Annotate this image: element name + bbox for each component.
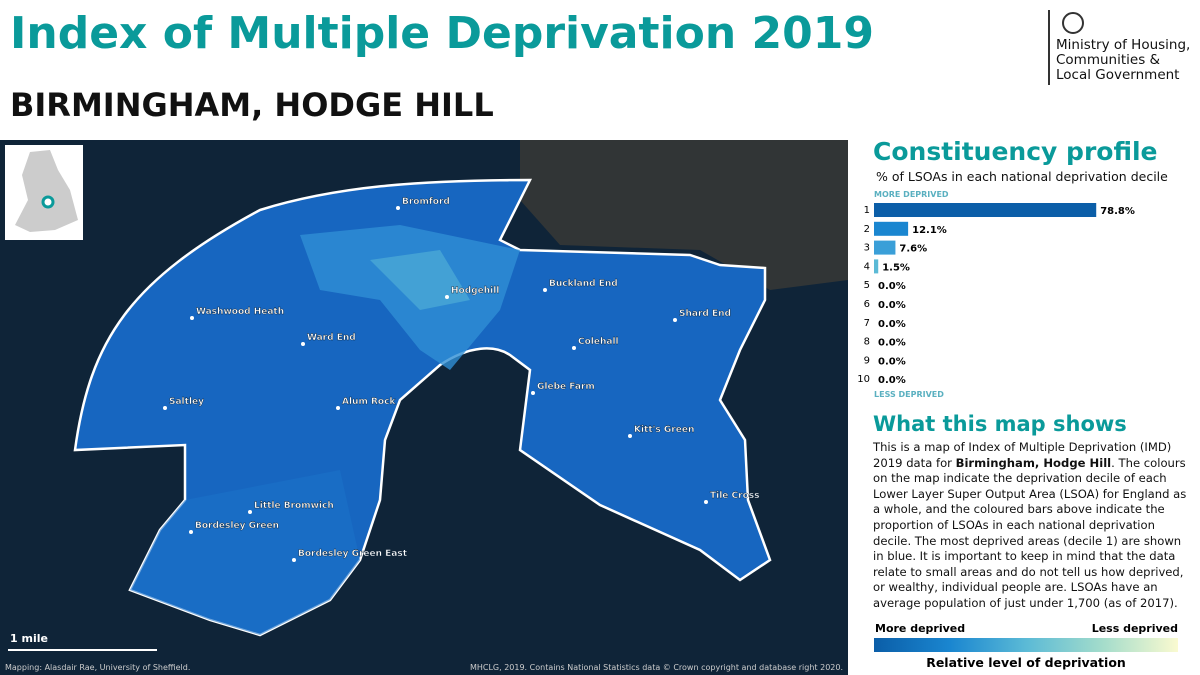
value-label: 0.0% xyxy=(878,338,906,349)
legend-caption: Relative level of deprivation xyxy=(926,655,1126,670)
title: Index of Multiple Deprivation 2019 xyxy=(10,8,874,59)
place-dot xyxy=(190,316,194,320)
place-dot xyxy=(336,406,340,410)
about-text-bold: Birmingham, Hodge Hill xyxy=(955,455,1112,470)
logo-line: Communities & xyxy=(1056,52,1161,68)
place-dot xyxy=(673,318,677,322)
place-dot xyxy=(704,500,708,504)
decile-label: 6 xyxy=(864,299,870,310)
logo-line: Ministry of Housing, xyxy=(1056,37,1191,53)
place-label: Glebe Farm xyxy=(537,382,595,392)
about-text-2: . The colours on the map indicate the de… xyxy=(873,455,1187,610)
crest xyxy=(1062,12,1084,34)
place-label: Kitt's Green xyxy=(634,425,694,435)
decile-label: 2 xyxy=(864,224,870,235)
map: Bromford Washwood Heath Hodgehill Buckland … xyxy=(0,140,848,675)
decile-label: 3 xyxy=(864,243,870,254)
bottom-label: LESS DEPRIVED xyxy=(874,390,944,399)
logo-rule xyxy=(1048,10,1050,85)
bar xyxy=(874,240,896,255)
place-dot xyxy=(292,558,296,562)
value-label: 0.0% xyxy=(878,300,906,311)
value-label: 0.0% xyxy=(878,281,906,292)
logo-text: Ministry of Housing, Communities & Local G… xyxy=(1056,38,1190,83)
decile-label: 8 xyxy=(864,337,870,348)
lsoa-decile-3 xyxy=(370,250,470,310)
place-dot xyxy=(543,288,547,292)
decile-label: 9 xyxy=(864,355,870,366)
inset-marker xyxy=(41,195,55,209)
place-label: Colehall xyxy=(578,337,619,347)
place-label: Shard End xyxy=(679,309,731,319)
value-label: 1.5% xyxy=(882,262,910,273)
place-dot xyxy=(396,206,400,210)
legend-left: More deprived xyxy=(875,622,966,635)
decile-label: 4 xyxy=(864,261,870,272)
place-label: Ward End xyxy=(307,333,356,343)
top-label: MORE DEPRIVED xyxy=(874,190,949,199)
legend-right: Less deprived xyxy=(1091,622,1178,635)
place-dot xyxy=(248,510,252,514)
place-dot xyxy=(301,342,305,346)
value-label: 78.8% xyxy=(1100,206,1135,217)
about-title: What this map shows xyxy=(873,412,1127,436)
value-label: 0.0% xyxy=(878,319,906,330)
profile-subtitle: % of LSOAs in each national deprivation … xyxy=(876,169,1168,184)
place-label: Hodgehill xyxy=(451,286,499,296)
credit-right: MHCLG, 2019. Contains National Statistic… xyxy=(470,663,843,672)
decile-label: 5 xyxy=(864,280,870,291)
place-dot xyxy=(628,434,632,438)
place-label: Tile Cross xyxy=(710,491,760,501)
place-label: Bordesley Green East xyxy=(298,549,408,559)
place-dot xyxy=(163,406,167,410)
bar xyxy=(874,221,909,236)
about-text-1: This is a map of Index of Multiple Depri… xyxy=(873,440,1172,470)
place-label: Bordesley Green xyxy=(195,521,279,531)
decile-label: 10 xyxy=(857,374,870,385)
logo-line: Local Government xyxy=(1056,67,1180,83)
legend-gradient xyxy=(874,638,1178,652)
credit-left: Mapping: Alasdair Rae, University of She… xyxy=(5,663,190,672)
place-label: Buckland End xyxy=(549,279,618,289)
place-label: Washwood Heath xyxy=(196,307,284,317)
value-label: 12.1% xyxy=(912,225,947,236)
place-dot xyxy=(531,391,535,395)
place-dot xyxy=(572,346,576,350)
scale-label: 1 mile xyxy=(10,632,48,645)
subtitle: BIRMINGHAM, HODGE HILL xyxy=(10,86,494,124)
profile-title: Constituency profile xyxy=(873,137,1158,166)
value-label: 7.6% xyxy=(899,244,927,255)
decile-label: 7 xyxy=(864,318,870,329)
value-label: 0.0% xyxy=(878,375,906,386)
place-dot xyxy=(445,295,449,299)
bar xyxy=(874,203,1097,217)
place-label: Little Bromwich xyxy=(254,501,334,511)
inset-england xyxy=(15,150,78,232)
profile-chart: 1 78.8% 2 12.1% 3 7.6% 4 1.5% 5 0.0% 6 0.0% 7 0.0% 8 0.… xyxy=(857,203,1135,386)
place-dot xyxy=(189,530,193,534)
place-label: Saltley xyxy=(169,397,204,407)
about-text: This is a map of Index of Multiple Depri… xyxy=(873,440,1189,612)
value-label: 0.0% xyxy=(878,356,906,367)
bar xyxy=(874,259,879,274)
lsoa-area xyxy=(130,470,360,635)
decile-label: 1 xyxy=(864,205,870,216)
place-label: Alum Rock xyxy=(342,397,396,407)
place-label: Bromford xyxy=(402,197,450,207)
outside-area xyxy=(520,140,848,290)
